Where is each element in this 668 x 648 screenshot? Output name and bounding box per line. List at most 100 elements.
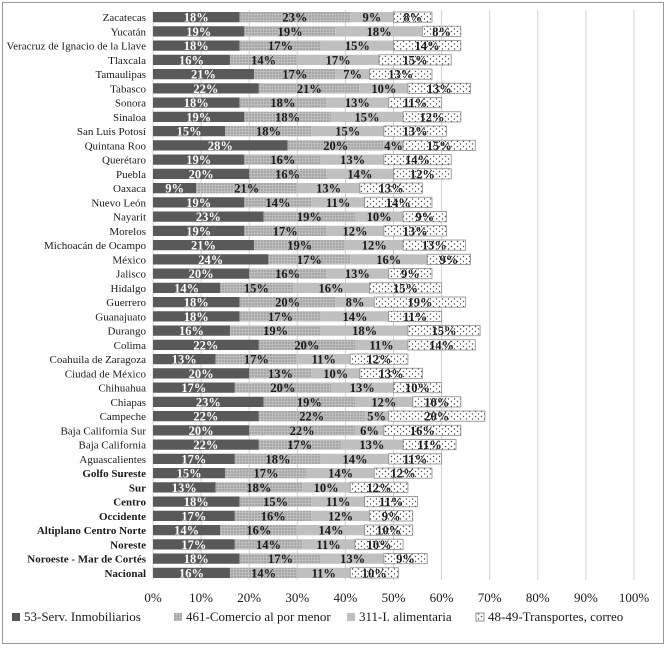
bar-segment xyxy=(297,567,351,579)
data-label: 10% xyxy=(405,381,430,395)
bar-segment xyxy=(355,425,384,436)
bar-segment xyxy=(254,68,336,80)
bar-segment xyxy=(153,54,230,66)
bar-segment xyxy=(359,182,423,194)
category-label: Guanajuato xyxy=(95,311,146,323)
data-label: 16% xyxy=(270,153,295,167)
bar-segment xyxy=(364,196,433,208)
data-label: 14% xyxy=(174,281,199,295)
category-label: Chiapas xyxy=(111,397,146,409)
data-label: 20% xyxy=(189,424,214,438)
category-label: Quintana Roo xyxy=(85,140,147,152)
data-label: 9% xyxy=(165,182,184,196)
bar-segment xyxy=(153,482,216,493)
category-label: Yucatán xyxy=(111,26,147,38)
bar-segment xyxy=(239,40,322,51)
data-label: 17% xyxy=(181,509,206,523)
bar-segment xyxy=(153,154,245,165)
bar-segment xyxy=(153,211,264,222)
data-label: 16% xyxy=(261,509,286,523)
data-label: 16% xyxy=(246,524,271,538)
category-label: Nuevo León xyxy=(91,197,146,209)
bar-segment xyxy=(153,68,255,80)
data-label: 11% xyxy=(403,452,427,466)
data-label: 15% xyxy=(427,139,452,153)
data-label: 13% xyxy=(403,224,428,238)
data-label: 13% xyxy=(345,96,370,110)
legend-swatch xyxy=(12,613,20,621)
legend-swatch xyxy=(475,612,485,622)
category-label: Noroeste - Mar de Cortés xyxy=(27,554,146,566)
data-label: 15% xyxy=(432,324,457,338)
data-label: 11% xyxy=(379,495,403,509)
bar-segment xyxy=(153,539,235,550)
data-label: 19% xyxy=(297,210,322,224)
category-label: Ciudad de México xyxy=(65,368,147,380)
category-label: Nayarit xyxy=(113,212,146,224)
category-label: México xyxy=(112,254,146,266)
bar-segment xyxy=(292,282,370,294)
bar-segment xyxy=(302,482,351,493)
data-label: 15% xyxy=(244,281,269,295)
bar-segment xyxy=(244,154,322,165)
category-label: Golfo Sureste xyxy=(82,468,146,480)
data-label: 19% xyxy=(287,239,312,253)
bar-segment xyxy=(153,439,259,450)
bar-segment xyxy=(229,54,298,66)
category-label: Sinaloa xyxy=(113,112,146,124)
category-label: Zacatecas xyxy=(103,12,146,24)
data-label: 6% xyxy=(360,424,379,438)
bar-segment xyxy=(349,353,409,365)
bar-segment xyxy=(311,496,365,507)
data-label: 12% xyxy=(328,509,353,523)
x-tick-label: 10% xyxy=(189,590,213,605)
bar-segment xyxy=(426,253,471,265)
bar-segment xyxy=(153,239,255,251)
data-label: 15% xyxy=(355,110,380,124)
bar-segment xyxy=(244,225,327,237)
data-label: 17% xyxy=(181,538,206,552)
bar-segment xyxy=(220,282,293,294)
data-label: 13% xyxy=(379,182,404,196)
bar-segment xyxy=(335,296,375,308)
data-label: 12% xyxy=(391,467,416,481)
data-label: 20% xyxy=(189,167,214,181)
bar-segment xyxy=(153,40,240,51)
data-label: 28% xyxy=(208,139,233,153)
data-label: 14% xyxy=(174,524,199,538)
data-label: 4% xyxy=(384,139,403,153)
data-label: 18% xyxy=(184,310,209,324)
data-label: 14% xyxy=(251,566,276,580)
data-label: 13% xyxy=(340,552,365,566)
data-label: 19% xyxy=(186,196,211,210)
data-label: 17% xyxy=(273,224,298,238)
bar-segment xyxy=(258,410,365,422)
bar-segment xyxy=(383,553,428,565)
data-label: 13% xyxy=(388,68,413,82)
x-tick-label: 30% xyxy=(285,590,309,605)
bar-segment xyxy=(153,353,216,365)
data-label: 17% xyxy=(181,452,206,466)
bar-segment xyxy=(388,453,443,465)
data-label: 5% xyxy=(367,410,386,424)
bar-segment xyxy=(388,410,486,422)
data-label: 10% xyxy=(367,538,392,552)
bar-segment xyxy=(321,154,384,165)
bar-segment xyxy=(297,524,365,536)
data-label: 13% xyxy=(172,481,197,495)
legend-swatch xyxy=(174,613,182,621)
data-label: 18% xyxy=(270,96,295,110)
category-label: Durango xyxy=(108,326,147,338)
data-label: 17% xyxy=(254,467,279,481)
data-label: 16% xyxy=(275,267,300,281)
bar-segment xyxy=(153,282,221,294)
bar-segment xyxy=(364,496,418,508)
bar-segment xyxy=(393,168,452,180)
bar-segment xyxy=(249,425,356,436)
data-label: 20% xyxy=(189,267,214,281)
x-tick-label: 0% xyxy=(144,590,162,605)
data-label: 8% xyxy=(346,296,365,310)
data-label: 10% xyxy=(323,367,348,381)
bar-segment xyxy=(263,211,356,222)
bar-segment xyxy=(297,353,351,365)
